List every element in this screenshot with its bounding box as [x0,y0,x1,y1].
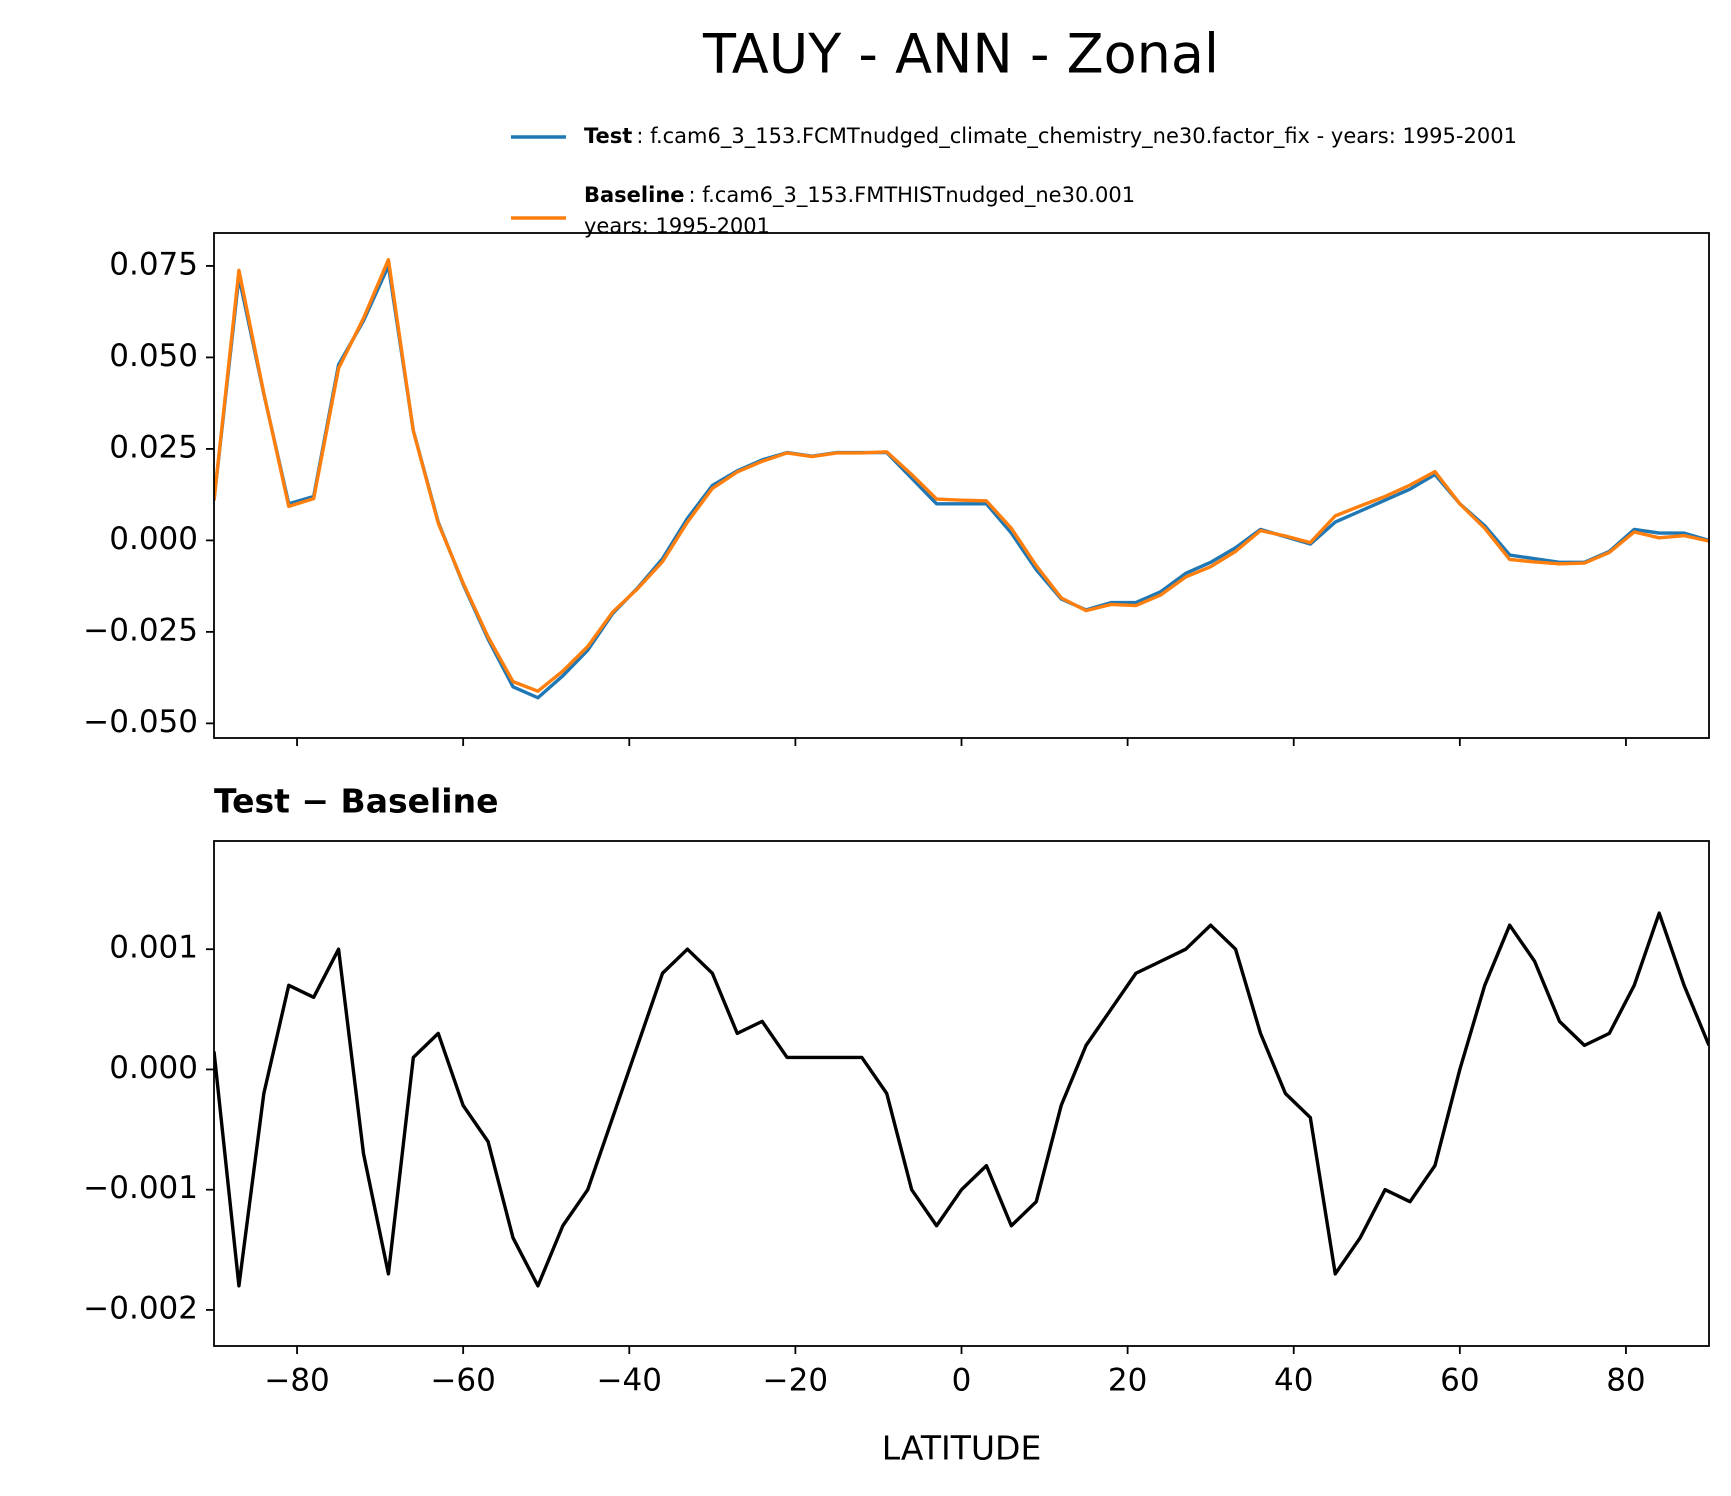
y-tick-label: −0.050 [83,704,198,740]
x-tick-label: −60 [430,1363,495,1399]
axes-frame [213,232,1710,739]
y-tick-label: 0.025 [109,429,198,465]
x-tick-label: 60 [1440,1363,1479,1399]
y-tick-label: 0.000 [109,1050,198,1086]
subplot-title: Test − Baseline [214,782,499,821]
y-tick-label: 0.001 [109,930,198,966]
x-tick-label: 20 [1108,1363,1147,1399]
x-tick-label: 40 [1274,1363,1313,1399]
x-tick-label: −80 [264,1363,329,1399]
y-tick-label: 0.050 [109,338,198,374]
x-tick-label: −40 [597,1363,662,1399]
data-line [214,911,1709,1288]
legend-description: : f.cam6_3_153.FMTHISTnudged_ne30.001 [689,183,1136,208]
x-tick-label: −20 [763,1363,828,1399]
x-tick-label: 0 [952,1363,972,1399]
y-tick-label: 0.075 [109,246,198,282]
data-line [214,258,1709,693]
x-axis-label: LATITUDE [882,1429,1042,1468]
figure-title: TAUY - ANN - Zonal [702,23,1219,86]
y-tick-label: −0.002 [83,1290,198,1326]
y-tick-label: 0.000 [109,521,198,557]
legend-name: Test [584,124,632,148]
legend-description: years: 1995-2001 [584,214,770,238]
y-tick-label: −0.025 [83,612,198,648]
y-tick-label: −0.001 [83,1170,198,1206]
legend-name: Baseline [584,183,685,207]
axes-frame [213,840,1710,1347]
x-tick-label: 80 [1606,1363,1645,1399]
legend-description: : f.cam6_3_153.FCMTnudged_climate_chemis… [636,124,1517,149]
